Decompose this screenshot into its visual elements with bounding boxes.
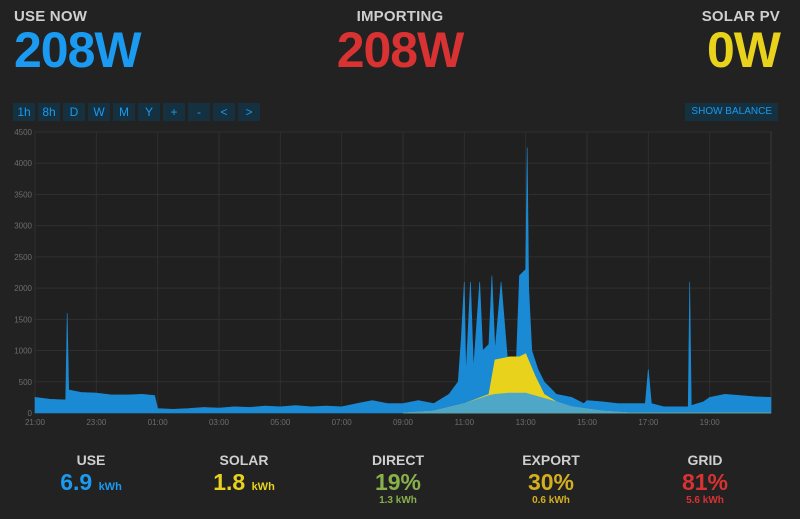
summary-export-value: 30%	[527, 469, 575, 495]
direct-series-area	[402, 392, 771, 414]
summary-direct: DIRECT 19% 1.3 kWh	[338, 452, 458, 506]
x-tick-label: 13:00	[516, 418, 537, 427]
y-tick-label: 2500	[14, 253, 32, 262]
x-tick-label: 17:00	[638, 418, 659, 427]
zoom-controls: 1h 8h D W M Y + - < >	[13, 103, 260, 121]
x-tick-label: 03:00	[209, 418, 230, 427]
summary-export-kwh: 0.6 kWh	[532, 495, 570, 506]
power-chart[interactable]: 0 500 1000 1500 2000 2500 3000 3500 4000 4500 23:…	[0, 125, 800, 435]
summary-grid-kwh: 5.6 kWh	[686, 495, 724, 506]
x-tick-label: 19:00	[700, 418, 721, 427]
y-tick-label: 3000	[14, 222, 32, 231]
summary-export-label: EXPORT	[522, 452, 580, 468]
summary-use-unit: kWh	[98, 481, 122, 493]
use-now-stat: USE NOW 208W	[14, 8, 142, 78]
chart-grid	[34, 131, 772, 414]
y-tick-label: 4000	[14, 159, 32, 168]
summary-solar-unit: kWh	[251, 481, 275, 493]
x-tick-label: 11:00	[455, 418, 475, 427]
zoom-week-button[interactable]: W	[88, 103, 110, 121]
summary-export: EXPORT 30% 0.6 kWh	[491, 452, 611, 506]
summary-use-value: 6.9	[60, 469, 93, 495]
zoom-1h-button[interactable]: 1h	[13, 103, 35, 121]
zoom-out-button[interactable]: -	[188, 103, 210, 121]
show-balance-button[interactable]: SHOW BALANCE	[685, 103, 778, 121]
importing-value: 208W	[336, 22, 465, 78]
summary-direct-value: 19%	[374, 469, 422, 495]
zoom-8h-button[interactable]: 8h	[38, 103, 60, 121]
summary-grid-value: 81%	[681, 469, 729, 495]
summary-use-value-row: 6.9 kWh	[31, 469, 151, 496]
use-series-area	[34, 147, 772, 414]
chart-series	[34, 147, 772, 414]
summary-solar-label: SOLAR	[219, 452, 269, 468]
y-tick-label: 4500	[14, 128, 32, 137]
summary-grid-label: GRID	[687, 452, 723, 468]
summary-direct-kwh: 1.3 kWh	[379, 495, 417, 506]
zoom-day-button[interactable]: D	[63, 103, 85, 121]
x-axis: 23:00 01:00 03:00 05:00 07:00 09:00 11:00 13:00…	[25, 418, 720, 427]
x-tick-label: 15:00	[577, 418, 598, 427]
summary-solar-value: 1.8	[213, 469, 246, 495]
summary-solar-value-row: 1.8 kWh	[184, 469, 304, 496]
solar-pv-stat: SOLAR PV 0W	[701, 8, 781, 78]
x-tick-label: 09:00	[393, 418, 414, 427]
solar-pv-label: SOLAR PV	[701, 8, 780, 25]
summary-use-label: USE	[76, 452, 106, 468]
pan-left-button[interactable]: <	[213, 103, 235, 121]
y-tick-label: 1000	[14, 347, 32, 356]
y-tick-label: 3500	[14, 190, 32, 199]
use-now-value: 208W	[14, 22, 142, 78]
zoom-year-button[interactable]: Y	[138, 103, 160, 121]
x-tick-label: 07:00	[332, 418, 353, 427]
summary-solar: SOLAR 1.8 kWh	[184, 452, 304, 496]
summary-use: USE 6.9 kWh	[31, 452, 151, 496]
zoom-month-button[interactable]: M	[113, 103, 135, 121]
x-tick-label: 05:00	[270, 418, 291, 427]
importing-label: IMPORTING	[356, 8, 444, 25]
summary-direct-label: DIRECT	[371, 452, 425, 468]
x-tick-label: 01:00	[148, 418, 169, 427]
use-now-label: USE NOW	[14, 8, 88, 25]
y-tick-label: 500	[19, 378, 33, 387]
x-tick-label: 23:00	[86, 418, 107, 427]
y-tick-label: 2000	[14, 284, 32, 293]
y-tick-label: 1500	[14, 315, 32, 324]
solar-pv-value: 0W	[707, 22, 781, 78]
zoom-in-button[interactable]: +	[163, 103, 185, 121]
y-axis: 0 500 1000 1500 2000 2500 3000 3500 4000 4500	[14, 128, 32, 418]
x-tick-label: 21:00	[25, 418, 46, 427]
summary-grid: GRID 81% 5.6 kWh	[645, 452, 765, 506]
y-tick-label: 0	[28, 409, 33, 418]
importing-stat: IMPORTING 208W	[0, 8, 800, 78]
pan-right-button[interactable]: >	[238, 103, 260, 121]
